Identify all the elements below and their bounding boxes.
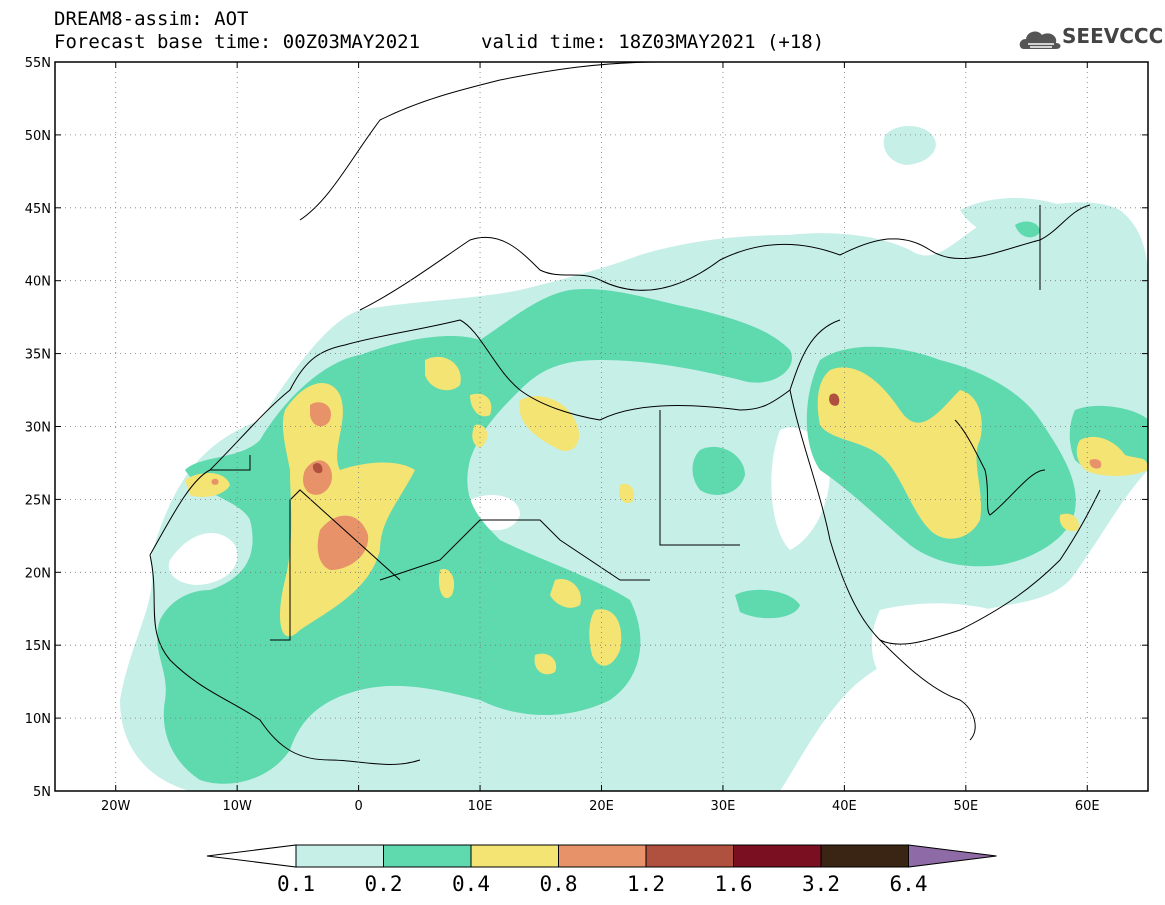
lat-tick-label: 55N bbox=[25, 56, 51, 71]
lat-tick-label: 35N bbox=[25, 348, 51, 363]
lat-tick-label: 30N bbox=[25, 421, 51, 436]
lon-tick-label: 30E bbox=[711, 799, 736, 814]
colorbar-label: 0.2 bbox=[364, 872, 403, 896]
axis-ticks: 20W 10W 0 10E 20E 30E 40E 50E 60E 5N 10N 15N 20N 25N 3… bbox=[25, 56, 1148, 814]
colorbar-label: 0.8 bbox=[539, 872, 578, 896]
colorbar-segment bbox=[470, 844, 559, 868]
lat-tick-label: 50N bbox=[25, 129, 51, 144]
lon-tick-label: 50E bbox=[953, 799, 978, 814]
colorbar-label: 1.2 bbox=[627, 872, 665, 896]
lat-tick-label: 40N bbox=[25, 275, 51, 290]
lon-tick-label: 40E bbox=[832, 799, 857, 814]
lat-tick-label: 45N bbox=[25, 202, 51, 217]
lat-tick-label: 5N bbox=[33, 785, 51, 800]
colorbar-segment bbox=[733, 844, 822, 868]
colorbar-label: 0.1 bbox=[277, 872, 315, 896]
lat-tick-label: 20N bbox=[25, 566, 51, 581]
colorbar-label: 6.4 bbox=[889, 872, 928, 896]
aot-band-1.2 bbox=[312, 393, 840, 474]
logo-text: SEEVCCC bbox=[1062, 24, 1164, 48]
aot-band-0.4 bbox=[185, 356, 1148, 675]
lon-tick-label: 0 bbox=[354, 799, 362, 814]
colorbar-label: 0.4 bbox=[452, 872, 490, 896]
lat-tick-label: 25N bbox=[25, 493, 51, 508]
lat-tick-label: 15N bbox=[25, 639, 51, 654]
colorbar-label: 1.6 bbox=[714, 872, 753, 896]
lon-tick-label: 10E bbox=[468, 799, 493, 814]
lon-tick-label: 60E bbox=[1075, 799, 1100, 814]
colorbar-segment bbox=[295, 844, 384, 868]
aot-band-0.8 bbox=[211, 402, 1102, 570]
colorbar-label: 3.2 bbox=[802, 872, 840, 896]
gridlines bbox=[55, 62, 1148, 791]
colorbar-segment bbox=[558, 844, 647, 868]
colorbar-high-arrow bbox=[908, 844, 997, 868]
valid-time: valid time: 18Z03MAY2021 (+18) bbox=[481, 31, 825, 53]
product-title: DREAM8-assim: AOT bbox=[54, 8, 249, 30]
colorbar-segment bbox=[383, 844, 472, 868]
colorbar-segment bbox=[645, 844, 734, 868]
cloud-logo-icon bbox=[1019, 31, 1061, 49]
forecast-base-time: Forecast base time: 00Z03MAY2021 bbox=[54, 31, 421, 53]
colorbar-segment bbox=[820, 844, 909, 868]
lat-tick-label: 10N bbox=[25, 712, 51, 727]
lon-tick-label: 10W bbox=[222, 799, 252, 814]
lon-tick-label: 20W bbox=[101, 799, 131, 814]
colorbar bbox=[206, 844, 997, 868]
lon-tick-label: 20E bbox=[589, 799, 614, 814]
coastlines-borders bbox=[149, 62, 1101, 765]
colorbar-low-arrow bbox=[206, 844, 297, 868]
